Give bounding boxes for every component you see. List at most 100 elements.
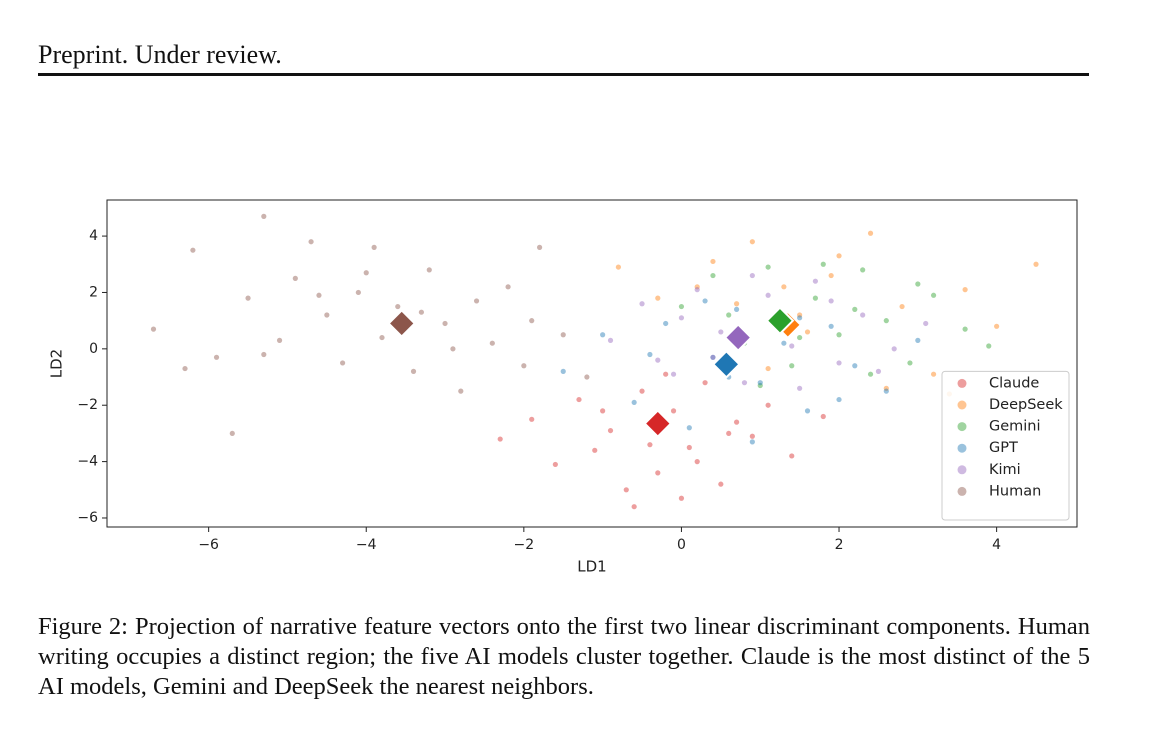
data-point [718, 481, 724, 487]
y-axis-label: LD2 [48, 349, 66, 378]
data-point [994, 323, 1000, 329]
data-point [694, 459, 700, 465]
data-point [686, 444, 692, 451]
data-point [623, 487, 629, 493]
centroid-marker [387, 309, 417, 338]
data-point [749, 272, 755, 279]
data-point [694, 284, 700, 290]
data-point [655, 470, 661, 476]
legend-marker [957, 400, 967, 410]
data-point [765, 402, 771, 408]
data-point [213, 354, 220, 360]
data-point [607, 337, 614, 343]
y-tick-label: 0 [89, 341, 98, 357]
x-tick-label: 0 [677, 537, 686, 553]
data-point [733, 306, 740, 312]
data-point [489, 340, 495, 346]
data-point [190, 247, 196, 253]
data-point [410, 368, 417, 374]
data-point [678, 495, 685, 501]
data-point [812, 295, 818, 301]
legend-marker [957, 378, 967, 388]
data-point [702, 298, 708, 304]
data-point [804, 329, 811, 335]
data-point [560, 368, 566, 374]
data-point [458, 388, 464, 394]
data-point [828, 272, 834, 279]
data-point [592, 447, 598, 453]
data-point [797, 385, 803, 391]
data-point [836, 253, 842, 259]
data-point [757, 382, 763, 389]
centroid-marker [643, 409, 673, 438]
data-point [473, 298, 480, 304]
data-point [930, 292, 937, 298]
data-point [655, 357, 661, 363]
data-point [663, 371, 669, 377]
data-point [741, 380, 748, 386]
data-point [883, 385, 889, 391]
data-point [670, 408, 677, 414]
legend-label: GPT [989, 440, 1018, 456]
data-point [418, 309, 425, 315]
data-point [836, 332, 842, 338]
data-point [781, 284, 787, 290]
centroid-marker [765, 306, 795, 336]
data-point [600, 332, 606, 338]
data-point [150, 326, 157, 332]
y-tick-label: 2 [89, 284, 98, 300]
data-point [726, 430, 732, 437]
data-point [765, 365, 771, 372]
data-point [749, 433, 755, 439]
x-tick-label: −4 [356, 537, 377, 553]
data-point [678, 303, 685, 310]
data-point [930, 371, 937, 377]
data-point [670, 371, 677, 377]
data-point [828, 298, 834, 304]
x-tick-label: 4 [992, 537, 1001, 553]
data-point [710, 272, 716, 279]
data-point [363, 270, 369, 276]
data-point [836, 396, 842, 403]
data-point [694, 287, 700, 293]
legend-label: Claude [989, 375, 1039, 391]
data-point [710, 354, 716, 360]
figure-caption: Figure 2: Projection of narrative featur… [38, 613, 1090, 700]
data-point [733, 419, 740, 425]
data-point [710, 354, 716, 360]
data-point [442, 320, 448, 327]
data-point [182, 365, 188, 372]
data-point [883, 388, 889, 394]
header-rule [38, 73, 1089, 76]
centroid-marker [723, 323, 753, 352]
data-point [505, 284, 511, 290]
data-point [797, 315, 803, 321]
data-point [536, 244, 543, 250]
y-tick-label: −2 [77, 397, 98, 413]
data-point [584, 374, 590, 380]
data-point [915, 337, 921, 343]
data-point [702, 380, 708, 386]
data-point [552, 461, 558, 468]
data-point [915, 281, 921, 287]
data-point [836, 360, 842, 366]
data-point [875, 368, 882, 374]
data-point [308, 239, 314, 245]
data-point [781, 340, 787, 346]
data-point [261, 351, 267, 358]
legend-marker [957, 486, 967, 496]
data-point [923, 320, 929, 327]
data-point [710, 258, 716, 265]
data-point [261, 213, 267, 219]
data-point [757, 380, 763, 386]
legend-marker [957, 443, 967, 453]
data-point [765, 264, 771, 270]
data-point [789, 363, 795, 369]
data-point [639, 388, 645, 394]
data-point [860, 312, 866, 318]
legend-marker [957, 465, 967, 475]
data-point [426, 267, 432, 273]
data-point [860, 267, 866, 273]
y-tick-label: −4 [77, 454, 98, 470]
data-point [497, 436, 503, 442]
